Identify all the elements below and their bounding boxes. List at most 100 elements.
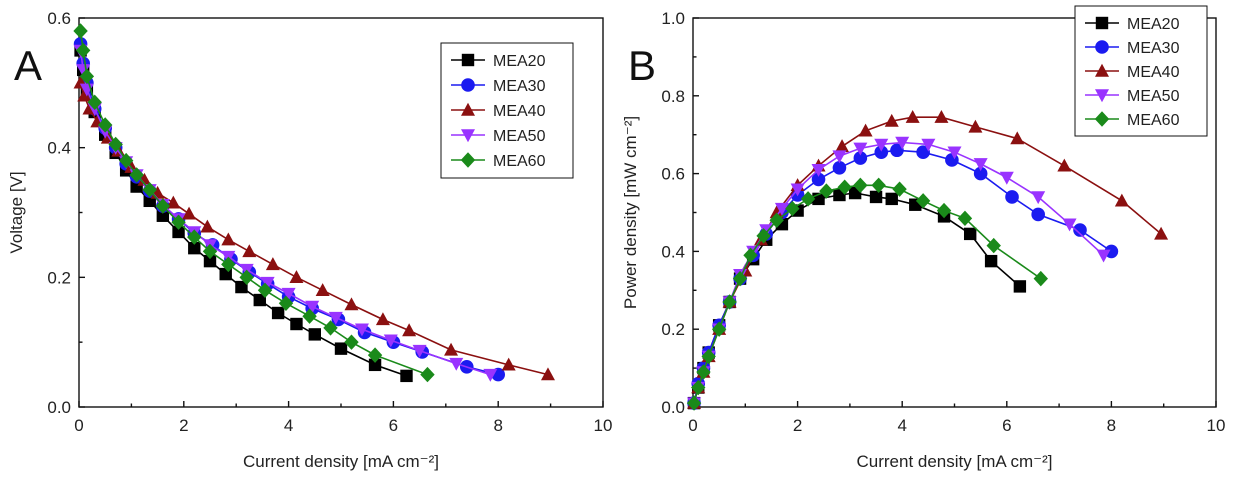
- data-point: [334, 342, 348, 355]
- data-point: [308, 328, 321, 341]
- series-line: [693, 184, 1042, 404]
- x-axis-label: Current density [mA cm⁻²]: [856, 452, 1052, 471]
- data-point: [1114, 193, 1129, 207]
- y-tick-label: 0.4: [661, 242, 685, 261]
- data-point: [501, 357, 516, 371]
- data-point: [874, 138, 889, 152]
- data-point: [323, 320, 338, 336]
- data-point: [315, 283, 330, 296]
- data-point: [87, 94, 102, 110]
- data-point: [375, 312, 390, 326]
- x-tick-label: 0: [688, 416, 697, 435]
- data-point: [819, 183, 834, 199]
- data-point: [271, 306, 285, 320]
- series-mea30: [687, 143, 1119, 410]
- data-point: [790, 183, 805, 197]
- data-point: [444, 342, 459, 356]
- data-point: [769, 212, 784, 228]
- data-point: [711, 321, 727, 337]
- y-tick-label: 0.2: [661, 320, 685, 339]
- x-tick-label: 0: [74, 416, 83, 435]
- legend-entry: MEA40: [1127, 64, 1180, 81]
- data-point: [858, 123, 873, 137]
- data-point: [800, 191, 816, 207]
- data-point: [202, 243, 218, 260]
- data-point: [98, 117, 113, 133]
- legend-entry: MEA30: [1127, 40, 1180, 57]
- data-point: [1104, 244, 1119, 259]
- data-point: [290, 317, 303, 331]
- panel-letter: B: [628, 42, 656, 89]
- data-point: [869, 190, 883, 204]
- data-point: [242, 244, 257, 258]
- data-point: [402, 323, 417, 337]
- panel-letter: A: [14, 42, 42, 89]
- chart-panel-a: 0 2 4 6 8 10 0.0 0.2 0.4 0.6 Current density [mA c…: [7, 9, 612, 471]
- legend-entry: MEA40: [493, 103, 546, 120]
- data-point: [278, 295, 294, 311]
- data-point: [449, 357, 464, 371]
- data-point: [696, 364, 711, 380]
- x-tick-label: 10: [1207, 416, 1226, 435]
- data-point: [732, 270, 748, 287]
- data-point: [1154, 226, 1169, 240]
- data-point: [936, 202, 952, 219]
- data-point: [853, 177, 868, 193]
- y-axis-label: Voltage [V]: [7, 171, 26, 253]
- data-point: [884, 113, 899, 127]
- y-tick-label: 0.0: [47, 398, 71, 417]
- legend-entry: MEA60: [1127, 112, 1180, 129]
- legend-swatch-marker: [460, 152, 476, 168]
- y-tick-label: 0.4: [47, 139, 71, 158]
- data-point: [921, 138, 936, 152]
- data-point: [1010, 131, 1025, 145]
- data-point: [890, 143, 904, 158]
- x-tick-label: 2: [179, 416, 188, 435]
- legend-swatch-marker: [1095, 63, 1109, 77]
- legend-entry: MEA60: [493, 153, 546, 170]
- data-point: [344, 334, 359, 350]
- data-point: [915, 193, 931, 209]
- data-point: [76, 64, 91, 78]
- x-tick-label: 6: [389, 416, 398, 435]
- x-tick-label: 6: [1002, 416, 1011, 435]
- data-point: [769, 205, 784, 219]
- data-point: [874, 145, 889, 160]
- x-tick-label: 10: [594, 416, 613, 435]
- data-point: [811, 172, 826, 187]
- data-point: [108, 136, 123, 153]
- data-point: [344, 297, 359, 311]
- data-point: [973, 158, 988, 172]
- series-mea60: [686, 177, 1048, 411]
- legend-swatch-marker: [461, 78, 475, 92]
- y-tick-label: 0.6: [47, 9, 71, 28]
- data-point: [79, 68, 95, 85]
- data-point: [957, 210, 973, 227]
- data-point: [1031, 207, 1045, 222]
- data-point: [188, 241, 201, 255]
- data-point: [412, 344, 427, 358]
- data-point: [187, 229, 202, 245]
- data-point: [1057, 158, 1072, 172]
- legend-swatch-marker: [1095, 16, 1109, 30]
- y-tick-label: 0.2: [47, 268, 71, 287]
- data-point: [540, 367, 555, 381]
- x-tick-label: 8: [1107, 416, 1116, 435]
- legend-entry: MEA20: [493, 53, 546, 70]
- legend-swatch-marker: [1095, 89, 1109, 103]
- data-point: [420, 366, 435, 383]
- data-point: [1096, 249, 1111, 263]
- series-mea20: [687, 186, 1027, 410]
- data-point: [1013, 280, 1027, 293]
- data-point: [832, 160, 847, 175]
- data-point: [368, 358, 382, 372]
- series-mea60: [73, 23, 435, 383]
- data-point: [235, 280, 248, 294]
- data-point: [885, 192, 898, 206]
- data-point: [203, 254, 217, 268]
- data-point: [853, 142, 868, 156]
- data-point: [973, 166, 988, 181]
- legend-swatch-marker: [1094, 111, 1110, 127]
- legend-entry: MEA30: [493, 78, 546, 95]
